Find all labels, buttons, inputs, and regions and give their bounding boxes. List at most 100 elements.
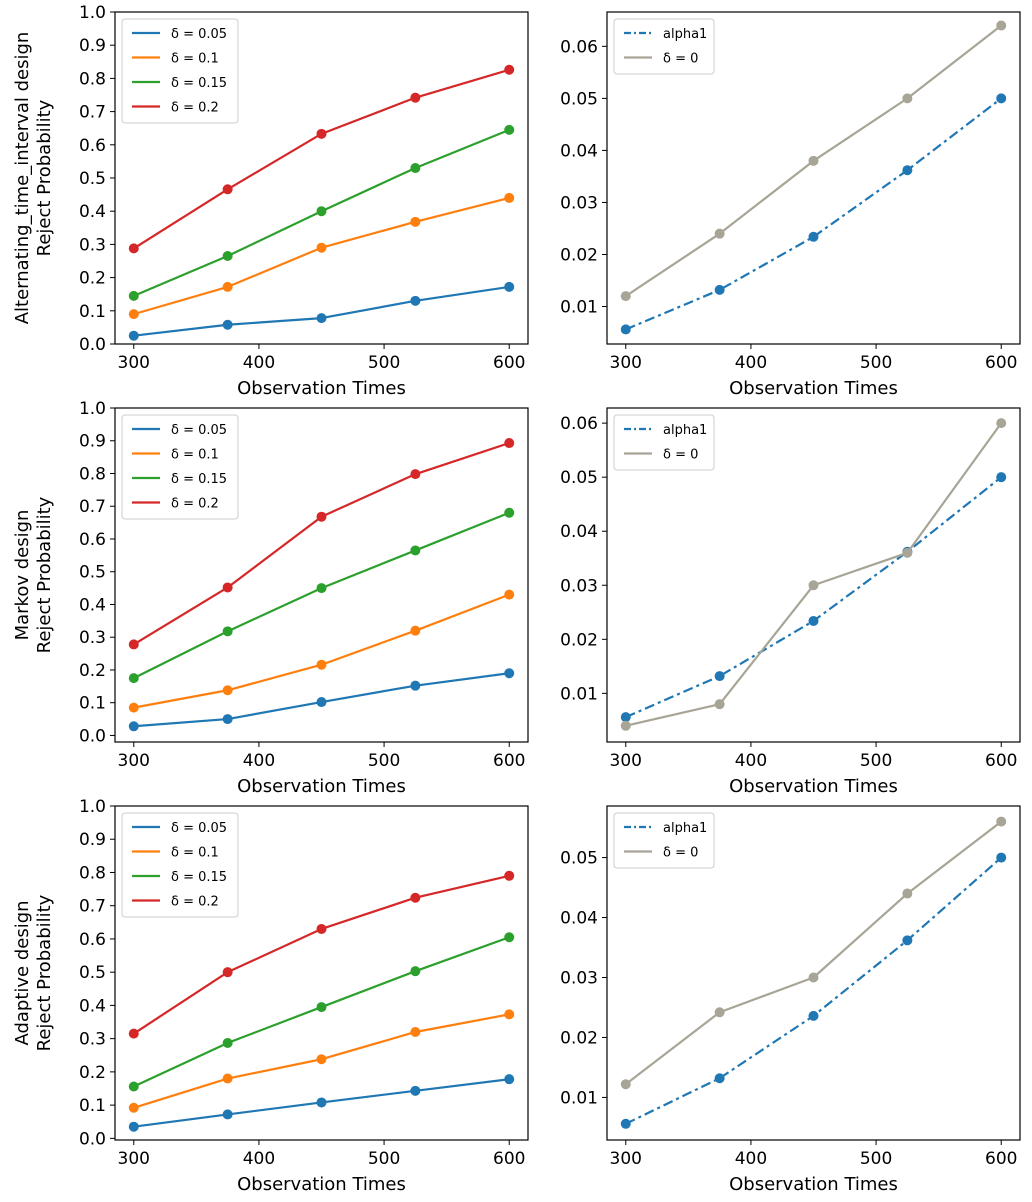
y-tick-label: 0.6 [79, 930, 106, 950]
data-point [504, 192, 515, 203]
y-tick-label: 1.0 [79, 797, 106, 817]
data-point [222, 582, 233, 593]
x-axis-label: Observation Times [729, 1174, 898, 1195]
data-point [222, 626, 233, 637]
y-tick-label: 0.9 [79, 36, 106, 56]
legend-label: δ = 0.15 [171, 76, 227, 91]
y-tick-label: 0.7 [79, 103, 106, 123]
legend-label: δ = 0 [663, 846, 698, 861]
data-point [504, 668, 515, 679]
axes-frame [606, 11, 1021, 345]
x-tick-label: 300 [610, 751, 642, 771]
y-tick-label: 0.4 [79, 996, 106, 1016]
y-tick-label: 0.9 [79, 432, 106, 452]
x-axis-label: Observation Times [729, 776, 898, 797]
legend-label: δ = 0.05 [171, 27, 227, 42]
y-tick-label: 0.04 [560, 909, 598, 929]
data-point [902, 935, 913, 946]
x-tick-label: 600 [493, 751, 525, 771]
data-point [410, 1085, 421, 1096]
data-point [410, 92, 421, 103]
x-tick-label: 300 [610, 1149, 642, 1169]
legend: δ = 0.05 δ = 0.1 δ = 0.15 δ = 0.2 [121, 18, 239, 124]
y-tick-label: 0.2 [79, 661, 106, 681]
data-point [504, 124, 515, 135]
data-point [504, 589, 515, 600]
data-point [996, 472, 1007, 483]
data-point [504, 64, 515, 75]
y-tick-label: 0.3 [79, 235, 106, 255]
y-tick-label: 0.01 [560, 298, 598, 318]
y-tick-label: 0.02 [560, 630, 598, 650]
data-point [808, 231, 819, 242]
data-point [128, 702, 139, 713]
data-point [222, 1073, 233, 1084]
y-tick-label: 0.4 [79, 202, 106, 222]
x-tick-label: 400 [735, 1149, 767, 1169]
chart-panel-markov-right: 300 400 500 600 0.01 0.02 0.03 0.04 0.05 0.06 Obse… [560, 407, 1021, 797]
x-tick-label: 500 [368, 353, 400, 373]
y-tick-label: 0.2 [79, 1063, 106, 1083]
legend: alpha1 δ = 0 [613, 812, 715, 869]
data-point [902, 93, 913, 104]
data-point [714, 671, 725, 682]
y-tick-label: 0.1 [79, 694, 106, 714]
axes-frame [606, 407, 1021, 743]
data-point [808, 615, 819, 626]
data-point [902, 888, 913, 899]
data-point [410, 892, 421, 903]
legend-label: δ = 0.15 [171, 472, 227, 487]
series-line-0 [625, 476, 1002, 719]
data-point [222, 1109, 233, 1120]
axes-frame [114, 805, 529, 1141]
data-point [504, 870, 515, 881]
legend-label: δ = 0.05 [171, 821, 227, 836]
data-point [222, 251, 233, 262]
series-line-0 [625, 97, 1002, 331]
data-point [222, 714, 233, 725]
data-point [620, 1118, 631, 1129]
y-tick-label: 0.8 [79, 464, 106, 484]
data-point [316, 1002, 327, 1013]
legend-label: δ = 0.2 [171, 101, 219, 116]
data-point [902, 165, 913, 176]
chart-panel-adaptive-right: 300 400 500 600 0.01 0.02 0.03 0.04 0.05 Observat… [560, 805, 1021, 1195]
x-axis-label: Observation Times [237, 378, 406, 399]
x-tick-label: 600 [493, 1149, 525, 1169]
y-tick-label: 0.8 [79, 69, 106, 89]
data-point [222, 319, 233, 330]
chart-panel-adaptive-left: 300 400 500 600 0.0 0.1 0.2 0.3 0.4 0.5 0.6 0.7 0.8 0… [12, 797, 529, 1195]
data-point [504, 1009, 515, 1020]
y-tick-label: 0.06 [560, 414, 598, 434]
data-point [808, 972, 819, 983]
y-tick-label: 0.01 [560, 1088, 598, 1108]
x-tick-label: 500 [860, 1149, 892, 1169]
y-tick-label: 0.0 [79, 335, 106, 355]
y-tick-label: 0.04 [560, 522, 598, 542]
x-tick-label: 600 [985, 353, 1017, 373]
data-point [316, 583, 327, 594]
data-point [316, 659, 327, 670]
data-point [620, 720, 631, 731]
y-tick-label: 1.0 [79, 399, 106, 419]
series-line-0 [133, 285, 510, 337]
y-tick-label: 0.5 [79, 169, 106, 189]
data-point [316, 313, 327, 324]
y-tick-label: 0.05 [560, 468, 598, 488]
data-point [128, 1081, 139, 1092]
y-tick-label: 0.04 [560, 141, 598, 161]
data-point [902, 547, 913, 558]
data-point [504, 932, 515, 943]
x-tick-label: 400 [735, 353, 767, 373]
data-point [222, 967, 233, 978]
data-point [996, 816, 1007, 827]
data-point [996, 93, 1007, 104]
data-point [410, 680, 421, 691]
x-tick-label: 500 [860, 353, 892, 373]
chart-panel-alt-left: 300 400 500 600 0.0 0.1 0.2 0.3 0.4 0.5 0.6 0.7 0.8 0… [12, 3, 529, 399]
x-tick-label: 300 [118, 353, 150, 373]
data-point [410, 295, 421, 306]
x-axis-label: Observation Times [237, 776, 406, 797]
y-tick-label: 0.02 [560, 1028, 598, 1048]
data-point [504, 1074, 515, 1085]
